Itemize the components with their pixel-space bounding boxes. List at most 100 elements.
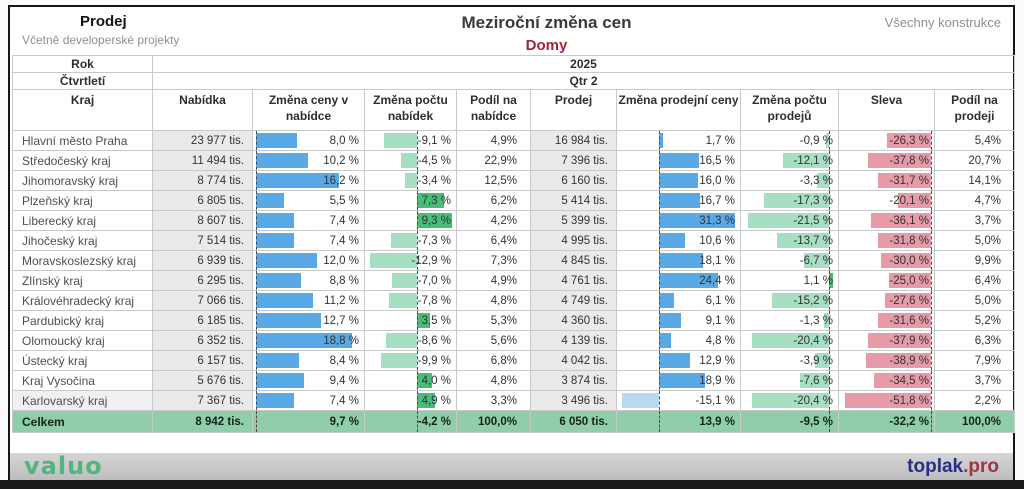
column-header-zp_nab[interactable]: Změna počtu nabídek: [364, 89, 457, 131]
construction-filter-label[interactable]: Všechny konstrukce: [884, 15, 1001, 30]
table-row[interactable]: Středočeský kraj 11 494 tis. 10,2 % -4,5 % 2…: [12, 150, 1015, 171]
column-header-zp_ceny[interactable]: Změna prodejní ceny: [616, 89, 741, 131]
cell-nabidka: 7 514 tis.: [152, 230, 253, 251]
report-subtitle-left: Včetně developerské projekty: [22, 33, 180, 47]
bar-value: 12,9 %: [699, 354, 735, 367]
column-header-kraj[interactable]: Kraj: [12, 89, 153, 131]
table-row[interactable]: Pardubický kraj 6 185 tis. 12,7 % 3,5 % 5,3%…: [12, 310, 1015, 331]
zero-line: [829, 411, 831, 432]
data-bar: [814, 353, 830, 368]
zero-line: [256, 211, 257, 230]
column-header-zp_prod[interactable]: Změna počtu prodejů: [740, 89, 839, 131]
year-value[interactable]: 2025: [152, 55, 1015, 73]
table-row[interactable]: Hlavní město Praha 23 977 tis. 8,0 % -9,1 %…: [12, 130, 1015, 151]
cell-prodej: 5 414 tis.: [530, 190, 617, 211]
bar-value: 8,0 %: [329, 134, 359, 147]
data-bar: [417, 393, 436, 408]
zero-line: [658, 351, 660, 370]
video-progress-bar[interactable]: [0, 480, 1024, 489]
bar-value: -15,2 %: [793, 294, 833, 307]
table-row[interactable]: Kraj Vysočina 5 676 tis. 9,4 % 4,0 % 4,8% 3 8…: [12, 370, 1015, 391]
data-bar: [370, 253, 418, 268]
column-header-nabidka[interactable]: Nabídka: [152, 89, 253, 131]
cell-prodej: 6 050 tis.: [530, 410, 617, 433]
bar-value: -12,1 %: [793, 154, 833, 167]
zero-line: [829, 371, 831, 390]
cell-kraj: Karlovarský kraj: [12, 390, 153, 411]
bar-value: 7,4 %: [329, 214, 359, 227]
cell-prodej: 4 360 tis.: [530, 310, 617, 331]
cell-zp_prod: -3,3 %: [740, 170, 839, 191]
zero-line: [417, 151, 419, 170]
zero-line: [417, 271, 419, 290]
column-header-sleva[interactable]: Sleva: [838, 89, 935, 131]
column-header-prodej[interactable]: Prodej: [530, 89, 617, 131]
zero-line: [417, 131, 419, 150]
zero-line: [256, 371, 257, 390]
zero-line: [829, 311, 831, 330]
data-bar: [751, 393, 830, 408]
data-bar: [256, 213, 294, 228]
table-row[interactable]: Královéhradecký kraj 7 066 tis. 11,2 % -7,8…: [12, 290, 1015, 311]
data-bar: [256, 273, 302, 288]
table-row[interactable]: Olomoucký kraj 6 352 tis. 18,8 % -8,6 % 5,6%…: [12, 330, 1015, 351]
data-bar: [870, 213, 931, 228]
zero-line: [658, 411, 660, 432]
cell-kraj: Ústecký kraj: [12, 350, 153, 371]
cell-nabidka: 11 494 tis.: [152, 150, 253, 171]
bar-value: -8,6 %: [417, 334, 451, 347]
column-header-podil_nab[interactable]: Podíl na nabídce: [456, 89, 531, 131]
zero-line: [417, 211, 419, 230]
column-header-zc_nab[interactable]: Změna ceny v nabídce: [252, 89, 365, 131]
cell-kraj: Plzeňský kraj: [12, 190, 153, 211]
zero-line: [931, 391, 932, 410]
bar-value: -37,9 %: [889, 334, 929, 347]
cell-zp_ceny: 9,1 %: [616, 310, 741, 331]
cell-zp_nab: 7,3 %: [364, 190, 457, 211]
cell-nabidka: 6 295 tis.: [152, 270, 253, 291]
table-row[interactable]: Ústecký kraj 6 157 tis. 8,4 % -9,9 % 6,8% 4 0…: [12, 350, 1015, 371]
zero-line: [931, 371, 932, 390]
table-row[interactable]: Plzeňský kraj 6 805 tis. 5,5 % 7,3 % 6,2% 5 4…: [12, 190, 1015, 211]
quarter-value[interactable]: Qtr 2: [152, 72, 1015, 90]
cell-zp_prod: -21,5 %: [740, 210, 839, 231]
data-bar: [658, 233, 685, 248]
data-bar: [384, 133, 418, 148]
bar-value: -36,1 %: [889, 214, 929, 227]
data-bar: [829, 273, 834, 288]
bar-value: 11,2 %: [324, 294, 359, 307]
report-title-left: Prodej: [80, 13, 127, 30]
cell-zp_prod: -17,3 %: [740, 190, 839, 211]
cell-prodej: 4 761 tis.: [530, 270, 617, 291]
cell-zp_prod: -13,7 %: [740, 230, 839, 251]
table-row[interactable]: Moravskoslezský kraj 6 939 tis. 12,0 % -12,…: [12, 250, 1015, 271]
column-header-podil_prod[interactable]: Podíl na prodeji: [934, 89, 1015, 131]
cell-podil_nab: 5,6%: [456, 330, 531, 351]
bar-value: -4,5 %: [417, 154, 451, 167]
cell-zp_nab: -7,8 %: [364, 290, 457, 311]
zero-line: [658, 371, 660, 390]
zero-line: [256, 251, 257, 270]
cell-prodej: 4 749 tis.: [530, 290, 617, 311]
data-bar: [783, 153, 830, 168]
cell-zp_prod: -9,5 %: [740, 410, 839, 433]
cell-podil_nab: 6,2%: [456, 190, 531, 211]
data-bar: [658, 153, 700, 168]
zero-line: [417, 171, 419, 190]
valuo-logo[interactable]: valuo: [24, 451, 103, 480]
table-row[interactable]: Liberecký kraj 8 607 tis. 7,4 % 9,3 % 4,2% 5 …: [12, 210, 1015, 231]
table-row[interactable]: Karlovarský kraj 7 367 tis. 7,4 % 4,9 % 3,3%…: [12, 390, 1015, 411]
zero-line: [931, 211, 932, 230]
toplak-logo[interactable]: toplak.pro: [907, 456, 999, 478]
zero-line: [931, 231, 932, 250]
table-row[interactable]: Jihočeský kraj 7 514 tis. 7,4 % -7,3 % 6,4% 4…: [12, 230, 1015, 251]
table-row[interactable]: Jihomoravský kraj 8 774 tis. 16,2 % -3,4 % 1…: [12, 170, 1015, 191]
cell-zp_nab: -3,4 %: [364, 170, 457, 191]
bar-value: 9,1 %: [705, 314, 735, 327]
zero-line: [829, 391, 831, 410]
zero-line: [658, 391, 660, 410]
bar-value: -17,3 %: [793, 194, 833, 207]
table-row[interactable]: Zlínský kraj 6 295 tis. 8,8 % -7,0 % 4,9% 4 7…: [12, 270, 1015, 291]
column-header-row: Kraj Nabídka Změna ceny v nabídce Změna poč…: [12, 89, 1015, 131]
bar-value: 1,7 %: [705, 134, 735, 147]
